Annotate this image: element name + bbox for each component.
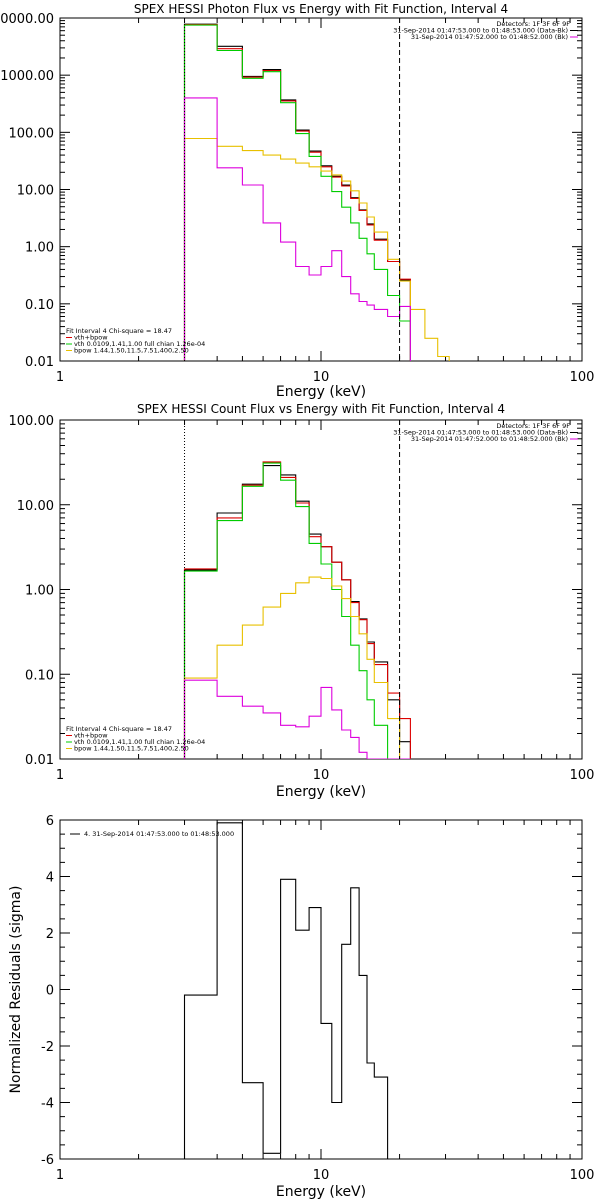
- series-data: [183, 23, 411, 361]
- detector-legend-entry: 31-Sep-2014 01:47:52.000 to 01:48:52.000…: [411, 435, 568, 443]
- x-axis-label: Energy (keV): [276, 1184, 366, 1200]
- y-tick-label: 0: [46, 984, 54, 999]
- legend-entry: vth+bpow: [74, 334, 108, 342]
- x-tick-label: 100: [570, 1168, 595, 1183]
- legend-entry: vth+bpow: [74, 732, 108, 740]
- x-tick-label: 1: [56, 768, 64, 783]
- legend-header: Fit Interval 4 Chi-square = 18.47: [66, 327, 172, 335]
- x-tick-label: 10: [313, 370, 330, 385]
- x-tick-label: 100: [570, 370, 595, 385]
- series-line-4: [183, 97, 411, 361]
- y-tick-label: 10.00: [17, 184, 54, 199]
- series-line-3: [183, 137, 450, 361]
- y-tick-label: 4: [46, 871, 54, 886]
- y-tick-label: 6: [46, 814, 54, 829]
- series-line-4: [183, 679, 411, 759]
- series-line-2: [183, 462, 411, 759]
- series-line-3: [183, 576, 411, 759]
- legend-entry: bpow 1.44,1.50,11.5,7.51,400,2.50: [74, 347, 189, 355]
- series-data: [183, 465, 411, 759]
- y-tick-label: 100.00: [9, 126, 55, 141]
- chart-title: SPEX HESSI Count Flux vs Energy with Fit…: [137, 402, 505, 416]
- y-tick-label: 1.00: [25, 241, 54, 256]
- chart-title: SPEX HESSI Photon Flux vs Energy with Fi…: [134, 2, 508, 16]
- y-tick-label: 10.00: [17, 499, 54, 514]
- y-tick-label: 0.01: [25, 355, 54, 370]
- x-axis-label: Energy (keV): [276, 784, 366, 800]
- y-tick-label: 1000.00: [0, 69, 54, 84]
- legend-header: Fit Interval 4 Chi-square = 18.47: [66, 725, 172, 733]
- detector-legend-entry: 31-Sep-2014 01:47:52.000 to 01:48:52.000…: [411, 33, 568, 41]
- legend-entry: 4. 31-Sep-2014 01:47:53.000 to 01:48:53.…: [84, 830, 234, 838]
- data-area: [183, 822, 400, 1159]
- series-line-0: [183, 822, 400, 1159]
- x-tick-label: 10: [313, 768, 330, 783]
- legend-entry: vth 0.0109,1.41,1.00 full chian 1.26e-04: [74, 738, 205, 746]
- x-tick-label: 10: [313, 1168, 330, 1183]
- chart-panel-1: SPEX HESSI Photon Flux vs Energy with Fi…: [0, 2, 594, 400]
- plot-frame: [59, 17, 583, 362]
- x-axis-label: Energy (keV): [276, 384, 366, 400]
- y-tick-label: 0.01: [25, 753, 54, 768]
- y-tick-label: -2: [41, 1040, 54, 1055]
- legend-entry: vth 0.0109,1.41,1.00 full chian 1.26e-04: [74, 340, 205, 348]
- series-line-1: [183, 461, 411, 759]
- detector-legend-entry: 31-Sep-2014 01:47:53.000 to 01:48:53.000…: [393, 27, 568, 35]
- residual-legend: 4. 31-Sep-2014 01:47:53.000 to 01:48:53.…: [70, 830, 234, 838]
- detector-legend-header: Detectors: 1F 3F 6F 9F: [496, 422, 570, 430]
- legend-entry: bpow 1.44,1.50,11.5,7.51,400,2.50: [74, 745, 189, 753]
- y-tick-label: 1.00: [25, 584, 54, 599]
- detector-legend-header: Detectors: 1F 3F 6F 9F: [496, 20, 570, 28]
- x-tick-label: 1: [56, 1168, 64, 1183]
- data-area: [183, 461, 411, 759]
- detector-legend-entry: 31-Sep-2014 01:47:53.000 to 01:48:53.000…: [393, 429, 568, 437]
- x-tick-label: 100: [570, 768, 595, 783]
- y-axis-label: Normalized Residuals (sigma): [8, 886, 24, 1094]
- y-tick-label: 100.00: [9, 414, 55, 429]
- y-tick-label: 0.10: [25, 668, 54, 683]
- y-tick-label: 0.10: [25, 298, 54, 313]
- series-line-2: [183, 24, 411, 361]
- x-tick-label: 1: [56, 370, 64, 385]
- data-area: [183, 23, 450, 361]
- fit-legend: Fit Interval 4 Chi-square = 18.47vth+bpo…: [66, 327, 205, 355]
- fit-legend: Fit Interval 4 Chi-square = 18.47vth+bpo…: [66, 725, 205, 753]
- chart-panel-2: SPEX HESSI Count Flux vs Energy with Fit…: [9, 402, 595, 800]
- chart-panel-3: 1 10 100 Energy (keV) -6 -4 -2 0 2 4 6 Normalized R…: [8, 814, 594, 1200]
- y-tick-label: 2: [46, 927, 54, 942]
- y-tick-label: 10000.00: [0, 12, 54, 27]
- y-tick-label: -4: [41, 1097, 54, 1112]
- y-tick-label: -6: [41, 1153, 54, 1168]
- series-line-1: [183, 23, 411, 361]
